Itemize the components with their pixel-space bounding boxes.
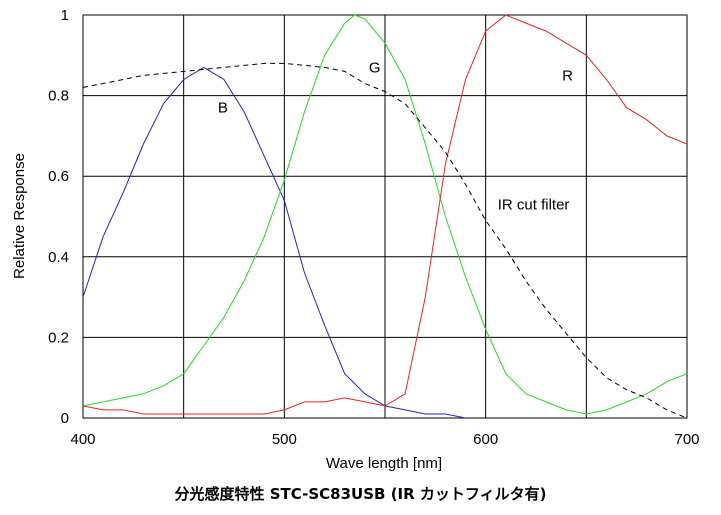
series-line-g — [82, 14, 688, 415]
y-axis-label: Relative Response — [11, 153, 28, 279]
annotation-label: G — [369, 59, 381, 76]
y-tick-labels: 0 0.2 0.4 0.6 0.8 1 — [48, 7, 69, 427]
series-annotations: B G R IR cut filter — [218, 59, 573, 213]
series-line-b — [82, 66, 466, 419]
plot-frame — [82, 14, 688, 419]
x-tick-label: 700 — [674, 431, 699, 448]
grid-lines — [82, 14, 688, 419]
y-tick-label: 0 — [61, 410, 69, 427]
series-line-r — [82, 14, 688, 415]
y-tick-label: 0.2 — [48, 329, 69, 346]
x-tick-label: 400 — [70, 431, 95, 448]
y-tick-label: 0.4 — [48, 249, 69, 266]
annotation-label: B — [218, 100, 228, 117]
x-axis-label: Wave length [nm] — [326, 455, 442, 472]
y-tick-label: 0.6 — [48, 168, 69, 185]
annotation-label: IR cut filter — [498, 196, 570, 213]
y-tick-label: 0.8 — [48, 88, 69, 105]
x-tick-label: 600 — [473, 431, 498, 448]
series-line-ir-cut-filter — [82, 62, 688, 419]
x-tick-labels: 400 500 600 700 — [70, 431, 699, 448]
annotation-label: R — [562, 67, 573, 84]
series-lines — [82, 14, 688, 419]
spectral-response-chart: 400 500 600 700 0 0.2 0.4 0.6 0.8 1 B G R IR cut fi… — [11, 7, 700, 472]
x-tick-label: 500 — [272, 431, 297, 448]
chart-caption: 分光感度特性 STC-SC83USB (IR カットフィルタ有) — [174, 485, 547, 503]
y-tick-label: 1 — [61, 7, 69, 24]
